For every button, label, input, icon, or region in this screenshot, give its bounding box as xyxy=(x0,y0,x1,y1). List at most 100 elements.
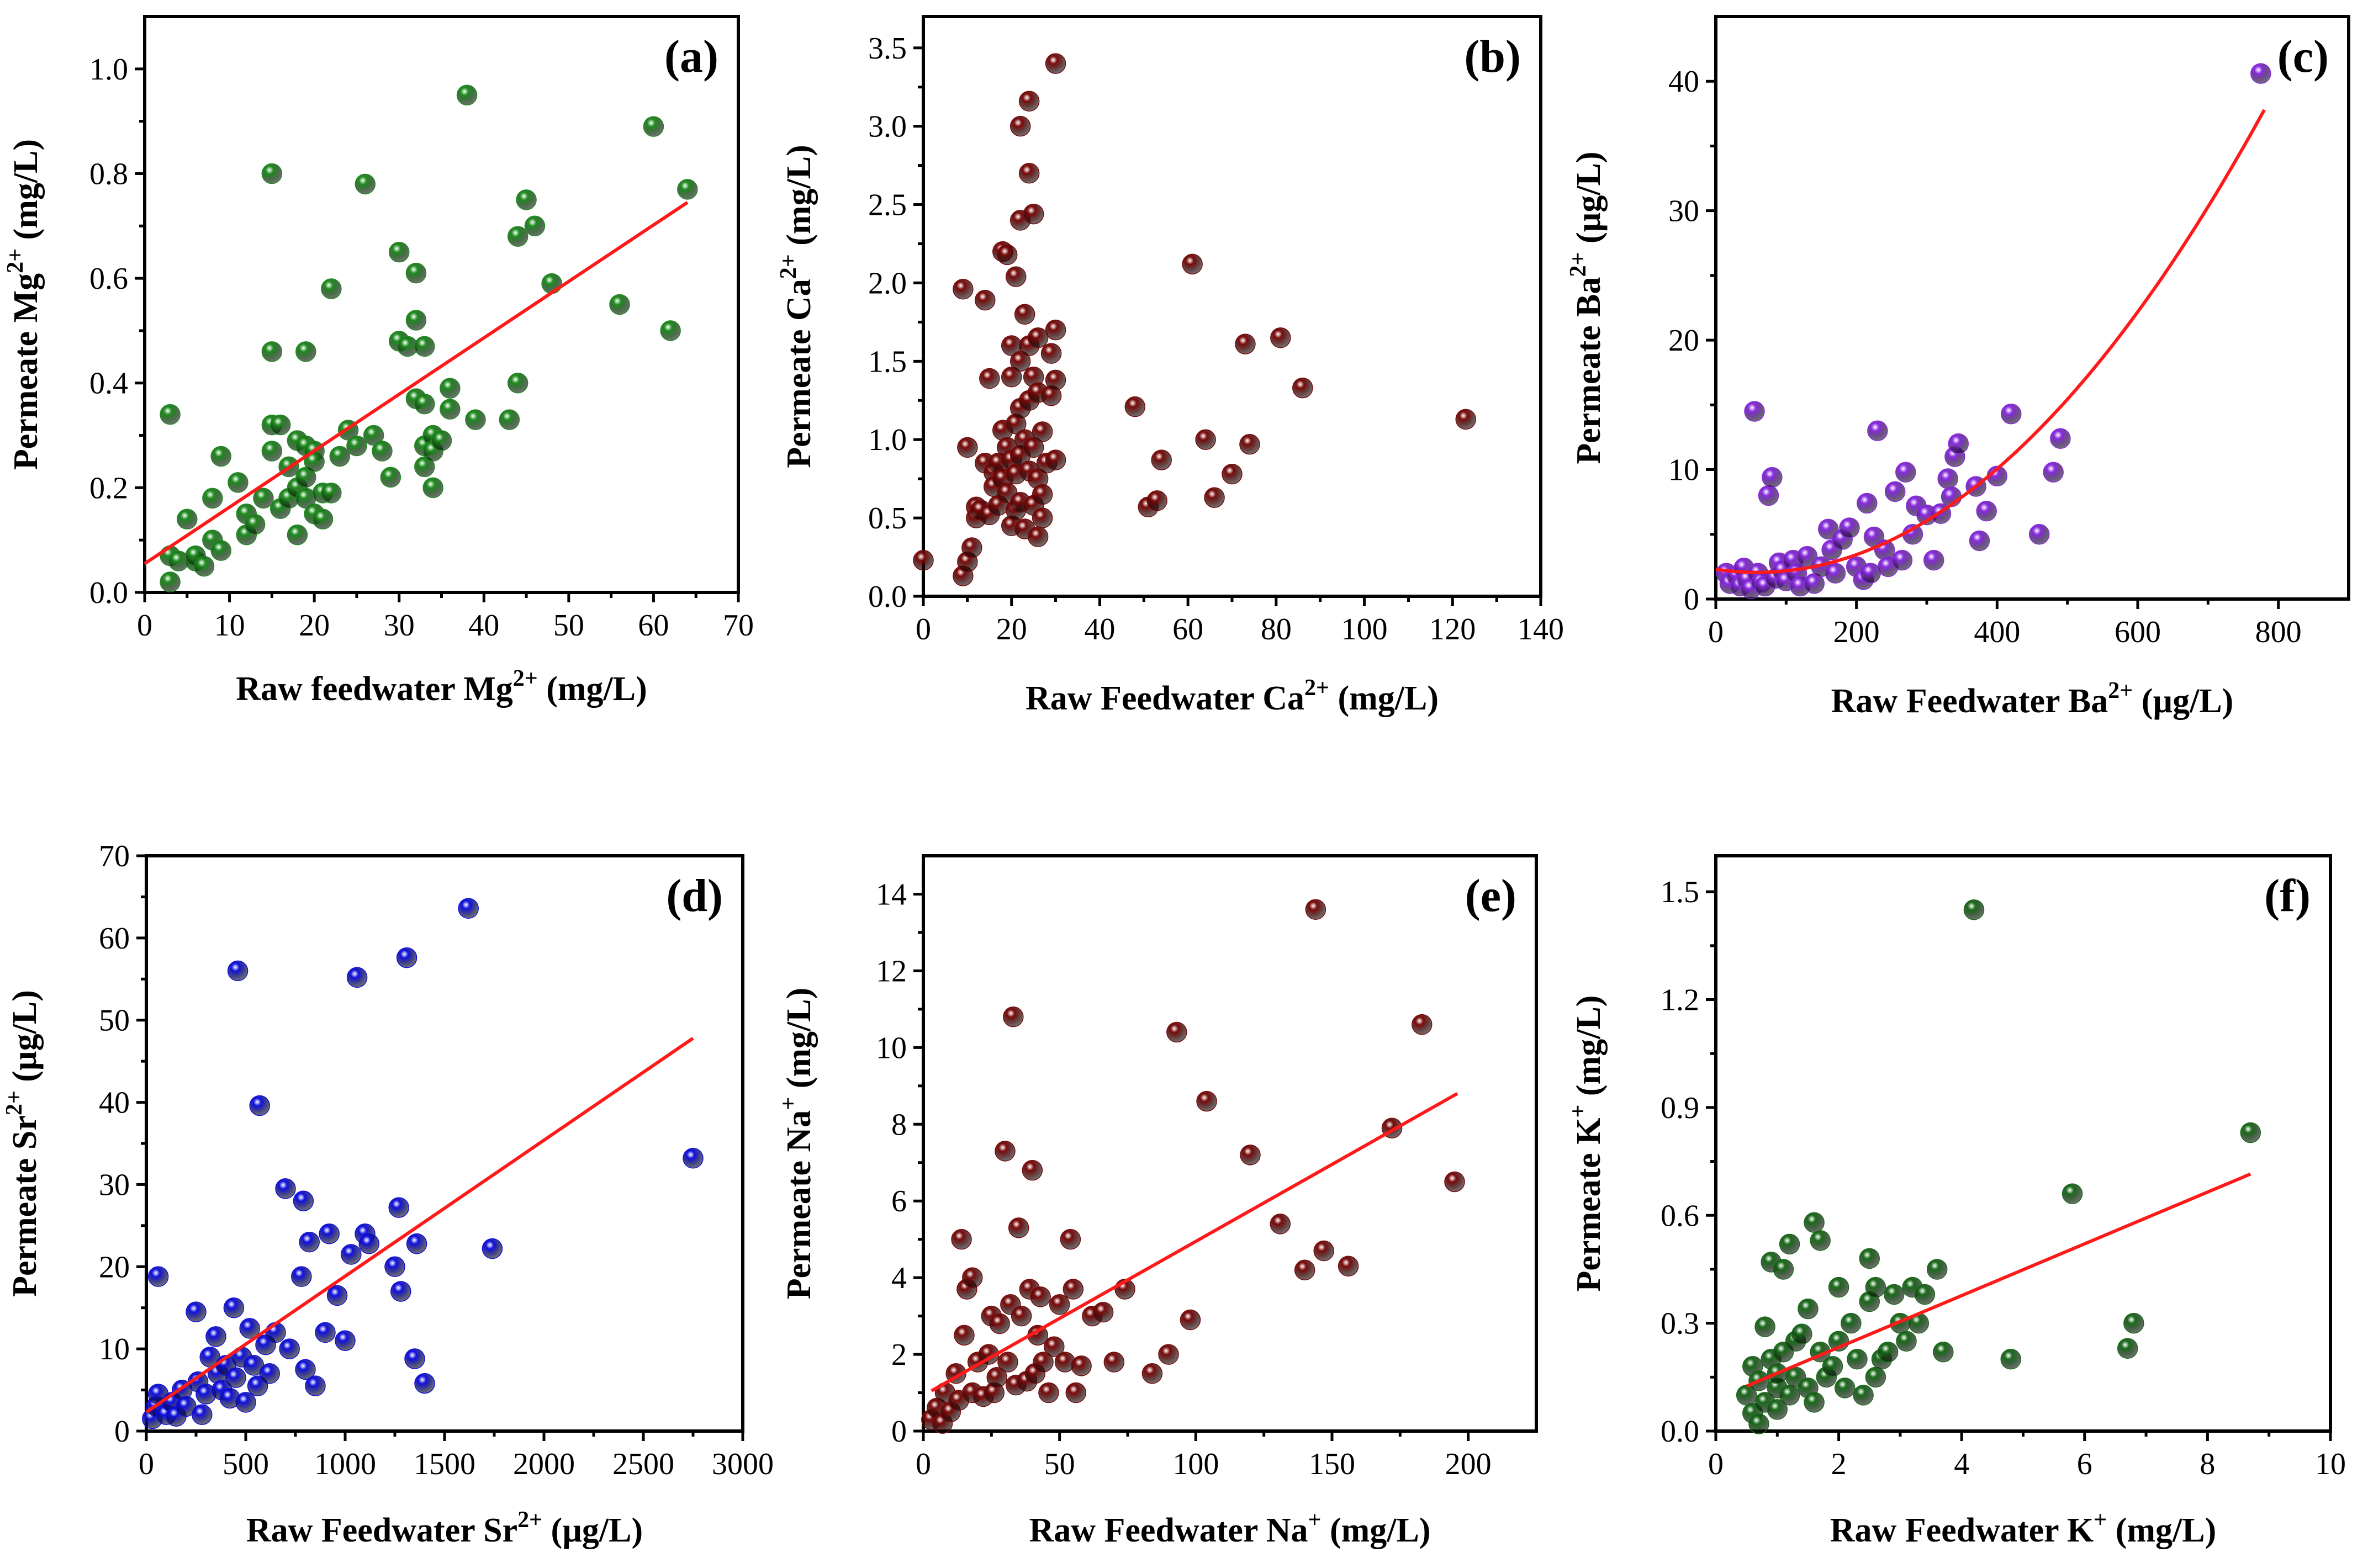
data-point xyxy=(660,320,681,341)
data-point xyxy=(1847,1349,1868,1370)
fit-line xyxy=(144,201,689,565)
data-point xyxy=(1884,1284,1905,1305)
y-tick-label: 0.8 xyxy=(89,157,128,191)
x-tick-label: 10 xyxy=(214,608,245,643)
data-point xyxy=(962,1267,983,1288)
data-point xyxy=(1865,1366,1886,1388)
y-tick-label: 20 xyxy=(1668,324,1699,358)
y-tick-label: 50 xyxy=(99,1004,130,1038)
data-point xyxy=(279,1338,300,1359)
x-tick-label: 8 xyxy=(2200,1447,2215,1481)
data-point xyxy=(210,540,231,561)
y-tick-label: 0.6 xyxy=(1661,1199,1699,1233)
x-tick-label: 2 xyxy=(1831,1447,1847,1481)
data-point xyxy=(319,1223,340,1244)
data-point xyxy=(239,1318,260,1339)
data-point xyxy=(355,173,376,195)
y-axis-label-superscript: + xyxy=(1566,1105,1591,1118)
data-point xyxy=(1009,115,1031,137)
x-tick-label: 4 xyxy=(1954,1447,1969,1481)
x-axis-label-base: Raw feedwater Mg xyxy=(236,670,513,708)
data-point xyxy=(1292,377,1313,399)
y-tick-label: 0.5 xyxy=(868,501,907,536)
data-point xyxy=(1063,1279,1084,1300)
data-point xyxy=(1804,1392,1825,1413)
data-point xyxy=(269,414,291,436)
x-tick-label: 120 xyxy=(1429,612,1476,647)
x-tick-label: 1500 xyxy=(414,1447,475,1481)
x-tick-label: 100 xyxy=(1172,1447,1219,1481)
data-point xyxy=(1182,253,1203,275)
x-axis-label-unit: (µg/L) xyxy=(2133,682,2233,720)
y-tick-label: 0 xyxy=(1684,582,1699,617)
x-axis-label: Raw Feedwater Na+ (mg/L) xyxy=(1029,1507,1430,1549)
data-point xyxy=(147,1266,169,1287)
panel-label: (f) xyxy=(2264,870,2311,921)
data-point xyxy=(975,289,996,311)
panel-label: (c) xyxy=(2277,31,2329,82)
data-point xyxy=(405,310,427,331)
data-point xyxy=(1877,1341,1899,1363)
data-point xyxy=(1032,507,1053,528)
data-point xyxy=(1754,1316,1775,1337)
y-tick-label: 10 xyxy=(99,1332,130,1366)
data-point xyxy=(1270,1214,1291,1235)
data-point xyxy=(683,1148,704,1169)
data-point xyxy=(1744,401,1765,422)
y-tick-label: 0.9 xyxy=(1661,1091,1699,1125)
x-tick-label: 60 xyxy=(1172,612,1203,647)
data-point xyxy=(995,1141,1016,1162)
y-tick-label: 2.0 xyxy=(868,266,907,300)
data-point xyxy=(253,488,274,509)
data-point xyxy=(643,116,664,137)
x-tick-label: 6 xyxy=(2077,1447,2092,1481)
x-tick-label: 3000 xyxy=(712,1447,774,1481)
y-tick-label: 30 xyxy=(99,1168,130,1202)
data-point xyxy=(287,524,308,545)
data-point xyxy=(295,1359,316,1380)
data-point xyxy=(1412,1014,1433,1035)
data-point xyxy=(516,189,537,210)
data-point xyxy=(1313,1240,1334,1262)
data-point xyxy=(541,273,562,294)
data-point xyxy=(1045,369,1066,391)
data-point xyxy=(305,1375,326,1396)
x-axis-label-base: Raw Feedwater Ca xyxy=(1026,680,1304,717)
data-point xyxy=(1124,396,1146,417)
data-point xyxy=(1948,433,1969,454)
data-point xyxy=(315,1322,336,1343)
x-axis-label: Raw Feedwater Sr2+ (µg/L) xyxy=(246,1507,643,1549)
data-point xyxy=(1859,1248,1880,1269)
y-tick-label: 12 xyxy=(876,954,907,988)
x-tick-label: 40 xyxy=(468,608,499,643)
y-axis-label-superscript: + xyxy=(776,1097,801,1110)
data-point xyxy=(1294,1259,1315,1280)
data-point xyxy=(1834,1378,1856,1399)
data-point xyxy=(390,1281,411,1302)
y-axis-label-unit: (µg/L) xyxy=(1570,151,1608,252)
data-point xyxy=(465,409,486,430)
x-tick-label: 2000 xyxy=(513,1447,575,1481)
data-point xyxy=(1060,1228,1081,1250)
x-axis-label-unit: (mg/L) xyxy=(1329,680,1439,717)
data-point xyxy=(295,341,316,362)
data-point xyxy=(1767,1399,1788,1420)
data-point xyxy=(346,967,368,988)
data-point xyxy=(321,483,342,504)
data-point xyxy=(1141,1363,1163,1384)
y-axis-label-superscript: 2+ xyxy=(2,1090,27,1115)
y-tick-label: 1.2 xyxy=(1661,983,1699,1018)
data-point xyxy=(1158,1344,1179,1365)
data-point xyxy=(1853,1385,1874,1406)
data-point xyxy=(1038,1382,1059,1403)
panel-label: (e) xyxy=(1465,870,1516,921)
data-point xyxy=(228,472,249,493)
data-point xyxy=(1103,1352,1125,1373)
x-axis-label: Raw feedwater Mg2+ (mg/L) xyxy=(236,666,647,708)
data-point xyxy=(193,555,215,577)
data-point xyxy=(951,1228,972,1250)
y-tick-label: 30 xyxy=(1668,194,1699,229)
y-axis-label-unit: (mg/L) xyxy=(7,139,45,248)
data-point xyxy=(388,1197,409,1218)
